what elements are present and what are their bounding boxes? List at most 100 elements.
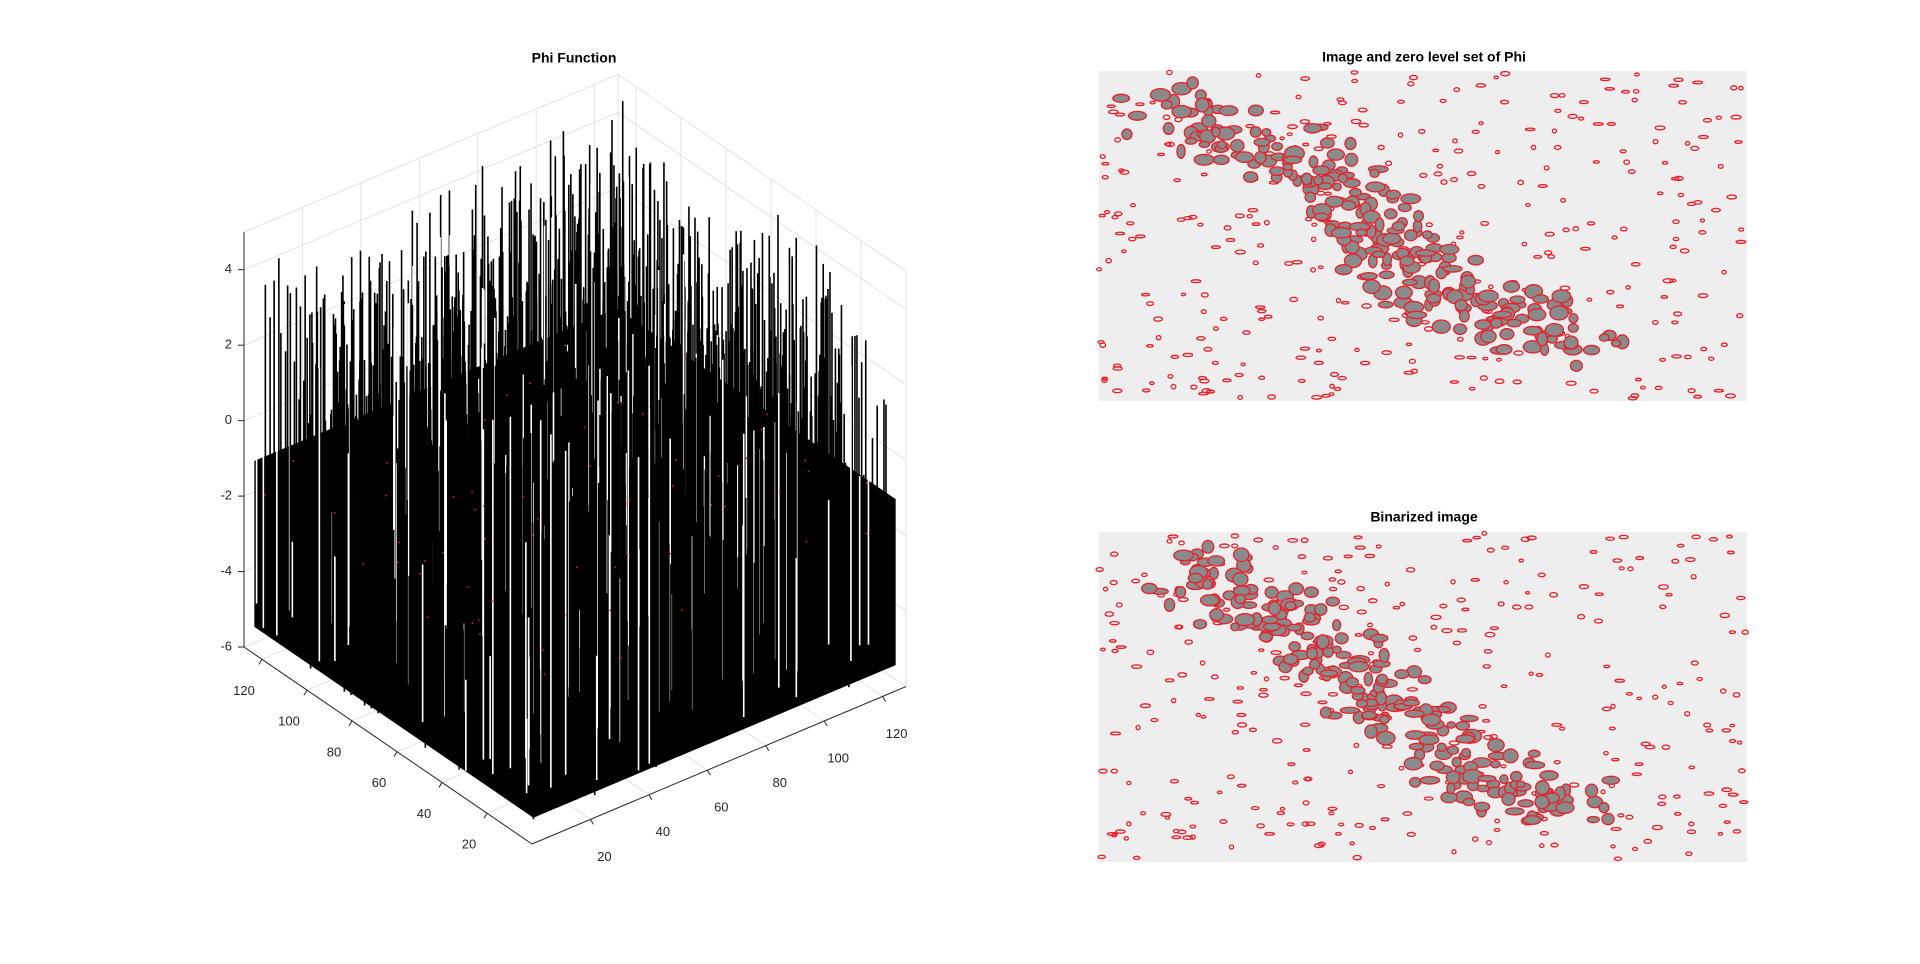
level-set-contour <box>1554 108 1562 114</box>
region-blob <box>1284 600 1297 611</box>
zero-level-dot <box>745 457 748 460</box>
level-set-contour <box>1625 814 1634 820</box>
region-blob <box>1269 166 1285 177</box>
region-blob <box>1348 187 1363 197</box>
level-set-contour <box>1736 740 1743 745</box>
level-set-contour <box>1684 140 1691 146</box>
level-set-contour <box>1300 691 1312 697</box>
level-set-contour <box>1327 806 1338 811</box>
zero-level-dot <box>424 559 426 562</box>
region-blob <box>1377 300 1394 309</box>
level-set-contour <box>1471 836 1479 842</box>
level-set-contour <box>1497 601 1505 607</box>
level-set-contour <box>1586 297 1593 302</box>
region-blob <box>1584 783 1599 798</box>
region-blob <box>1402 698 1421 707</box>
level-set-contour <box>1549 93 1560 99</box>
level-set-contour <box>1654 385 1663 391</box>
level-set-contour <box>1688 821 1695 827</box>
level-set-contour <box>1662 278 1674 284</box>
region-blob <box>1378 270 1395 280</box>
level-set-contour <box>1182 215 1193 221</box>
region-blob <box>1149 87 1172 102</box>
region-blob <box>1242 171 1259 183</box>
zero-level-dot <box>419 572 422 575</box>
region-blob <box>1495 344 1513 355</box>
level-set-contour <box>1671 558 1680 564</box>
level-set-contour <box>1627 566 1634 572</box>
level-set-contour <box>1538 843 1545 849</box>
level-set-contour <box>1189 834 1196 840</box>
zero-level-dot <box>483 418 486 421</box>
level-set-contour <box>1392 605 1401 610</box>
level-set-contour <box>1337 822 1345 827</box>
level-set-contour <box>1425 222 1434 228</box>
level-set-contour <box>1625 692 1633 696</box>
level-set-contour <box>1222 378 1232 383</box>
region-blob <box>1261 615 1279 625</box>
level-set-contour <box>1705 728 1714 733</box>
level-set-contour <box>1691 534 1701 540</box>
region-blob <box>1379 714 1390 725</box>
level-set-contour <box>1287 762 1296 767</box>
level-set-contour <box>1340 300 1350 305</box>
level-set-contour <box>1406 687 1418 692</box>
level-set-contour <box>1496 357 1502 362</box>
level-set-contour <box>1350 70 1359 75</box>
level-set-contour <box>1272 545 1279 551</box>
level-set-contour <box>1150 717 1159 723</box>
region-blob <box>1401 278 1418 287</box>
region-blob <box>1454 299 1469 312</box>
level-set-contour <box>1114 137 1122 143</box>
zero-level-dot <box>710 504 713 506</box>
level-set-contour <box>1335 297 1342 304</box>
level-set-contour <box>1200 292 1209 298</box>
region-blob <box>1453 323 1468 336</box>
level-set-contour <box>1164 815 1171 820</box>
level-set-contour <box>1687 388 1696 394</box>
level-set-contour <box>1111 648 1119 654</box>
level-set-contour <box>1472 535 1482 540</box>
level-set-contour <box>1299 722 1311 727</box>
level-set-contour <box>1210 674 1219 680</box>
level-set-contour <box>1354 822 1364 829</box>
level-set-contour <box>1619 149 1627 154</box>
region-blob <box>1163 597 1176 612</box>
level-set-contour <box>1448 740 1460 746</box>
region-blob <box>1467 254 1485 266</box>
level-set-contour <box>1454 355 1465 360</box>
zero-level-dot <box>506 394 508 397</box>
region-blob <box>1601 775 1621 785</box>
level-set-contour <box>1679 248 1690 254</box>
level-set-contour <box>1606 289 1615 295</box>
level-set-contour <box>1719 612 1730 619</box>
level-set-contour <box>1347 769 1354 775</box>
zero-level-dot <box>589 465 592 467</box>
region-blob <box>1141 582 1158 595</box>
level-set-contour <box>1149 100 1156 105</box>
zero-level-dot <box>522 495 525 498</box>
zero-level-dot <box>484 537 487 540</box>
level-set-contour <box>1698 230 1707 235</box>
y-tick-label: 80 <box>327 744 341 759</box>
level-set-contour <box>1354 347 1360 353</box>
region-blob <box>1439 243 1460 255</box>
zero-level-dot <box>565 614 568 616</box>
region-blob <box>1461 747 1471 758</box>
region-blob <box>1160 99 1173 110</box>
region-blob <box>1517 799 1534 808</box>
region-blob <box>1534 794 1550 810</box>
region-blob <box>1544 322 1565 337</box>
level-set-contour <box>1228 844 1235 850</box>
region-blob <box>1317 182 1333 191</box>
region-blob <box>1524 760 1546 770</box>
level-set-contour <box>1632 88 1640 94</box>
region-blob <box>1176 143 1186 159</box>
level-set-contour <box>1603 664 1611 669</box>
level-set-contour <box>1702 117 1712 123</box>
level-set-contour <box>1104 611 1115 617</box>
level-set-contour <box>1149 381 1155 386</box>
region-blob <box>1313 212 1330 221</box>
region-blob <box>1369 633 1389 643</box>
zero-level-dot <box>616 401 619 404</box>
